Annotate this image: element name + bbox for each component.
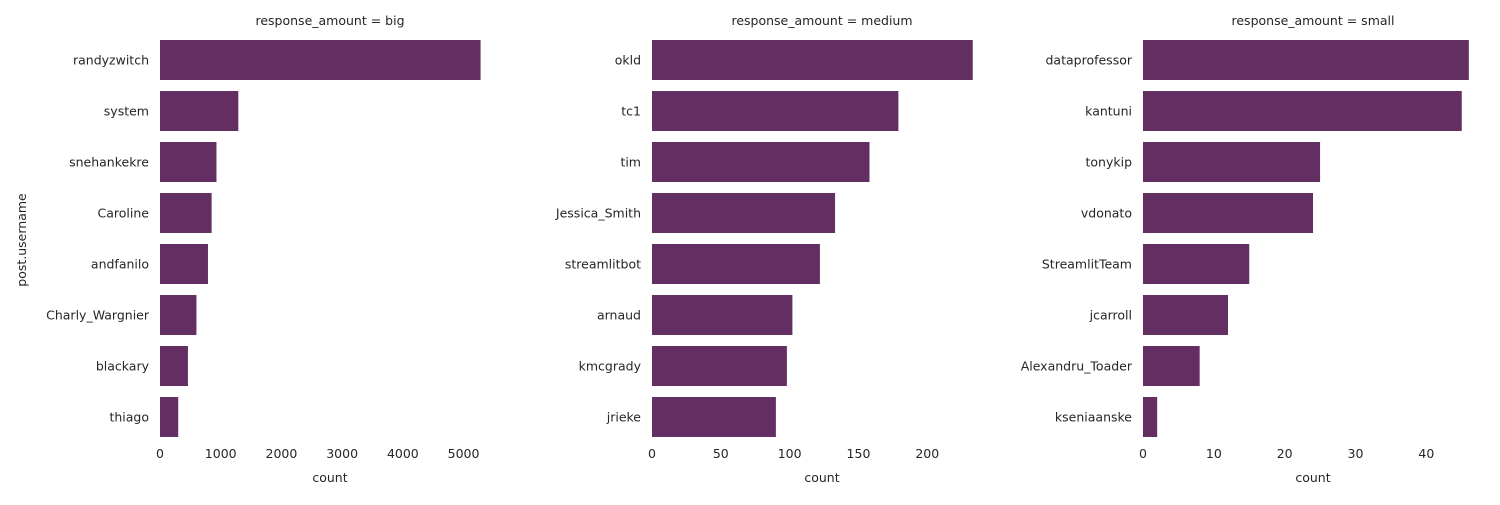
x-axis-label: count xyxy=(804,470,839,485)
y-tick-label: tonykip xyxy=(1085,155,1132,170)
bar xyxy=(1143,91,1462,131)
x-tick-label: 150 xyxy=(847,446,871,461)
x-axis-label: count xyxy=(312,470,347,485)
x-tick-label: 0 xyxy=(1139,446,1147,461)
y-tick-label: kmcgrady xyxy=(579,359,642,374)
y-tick-label: snehankekre xyxy=(69,155,149,170)
y-tick-label: okld xyxy=(615,53,641,68)
y-tick-label: vdonato xyxy=(1081,206,1132,221)
bar xyxy=(652,91,899,131)
bar xyxy=(652,346,787,386)
bar xyxy=(1143,142,1321,182)
bar xyxy=(160,244,208,284)
x-tick-label: 1000 xyxy=(205,446,237,461)
x-tick-label: 4000 xyxy=(387,446,419,461)
facet-panel-2: response_amount = medium okld tc1 tim Jessic… xyxy=(555,13,973,485)
y-tick-label: blackary xyxy=(96,359,150,374)
facet-panel-3: response_amount = small dataprofessor kant… xyxy=(1021,13,1469,485)
bar xyxy=(1143,346,1200,386)
bar xyxy=(160,193,212,233)
x-tick-label: 200 xyxy=(915,446,939,461)
y-tick-label: kseniaanske xyxy=(1055,410,1132,425)
x-tick-label: 2000 xyxy=(266,446,298,461)
y-tick-label: streamlitbot xyxy=(565,257,641,272)
y-tick-label: Jessica_Smith xyxy=(555,206,641,221)
bar xyxy=(1143,244,1250,284)
y-tick-label: jcarroll xyxy=(1089,308,1132,323)
bar xyxy=(1143,193,1313,233)
y-tick-label: tim xyxy=(620,155,641,170)
bar xyxy=(652,193,836,233)
bar xyxy=(160,91,239,131)
y-tick-label: dataprofessor xyxy=(1045,53,1132,68)
y-tick-label: arnaud xyxy=(597,308,641,323)
panel-title: response_amount = small xyxy=(1232,13,1395,28)
bar xyxy=(652,142,870,182)
x-tick-label: 10 xyxy=(1206,446,1222,461)
x-tick-label: 40 xyxy=(1418,446,1434,461)
x-tick-label: 20 xyxy=(1277,446,1293,461)
bar xyxy=(652,244,820,284)
panel-title: response_amount = medium xyxy=(731,13,912,28)
y-tick-label: system xyxy=(104,104,149,119)
bar xyxy=(1143,397,1158,437)
bar xyxy=(160,346,188,386)
y-tick-label: jrieke xyxy=(606,410,642,425)
y-tick-label: Caroline xyxy=(98,206,150,221)
bar xyxy=(160,295,197,335)
y-tick-label: StreamlitTeam xyxy=(1042,257,1132,272)
y-tick-label: andfanilo xyxy=(91,257,149,272)
y-tick-label: tc1 xyxy=(621,104,641,119)
x-axis-label: count xyxy=(1295,470,1330,485)
bar xyxy=(1143,295,1228,335)
y-tick-label: thiago xyxy=(109,410,149,425)
facet-panel-1: response_amount = big randyzwitch system sn… xyxy=(14,13,481,485)
x-tick-label: 50 xyxy=(713,446,729,461)
x-tick-label: 0 xyxy=(156,446,164,461)
x-tick-label: 3000 xyxy=(326,446,358,461)
y-axis-label: post.username xyxy=(14,193,29,287)
x-tick-label: 5000 xyxy=(448,446,480,461)
y-tick-label: Charly_Wargnier xyxy=(46,308,150,323)
panel-title: response_amount = big xyxy=(255,13,404,28)
y-tick-label: Alexandru_Toader xyxy=(1021,359,1133,374)
bar xyxy=(160,40,481,80)
x-tick-label: 30 xyxy=(1348,446,1364,461)
x-tick-label: 100 xyxy=(778,446,802,461)
x-tick-label: 0 xyxy=(648,446,656,461)
bar xyxy=(160,397,179,437)
bar xyxy=(160,142,217,182)
bar xyxy=(1143,40,1469,80)
bar xyxy=(652,40,973,80)
y-tick-label: kantuni xyxy=(1085,104,1132,119)
y-tick-label: randyzwitch xyxy=(73,53,149,68)
bar xyxy=(652,397,776,437)
bar xyxy=(652,295,793,335)
